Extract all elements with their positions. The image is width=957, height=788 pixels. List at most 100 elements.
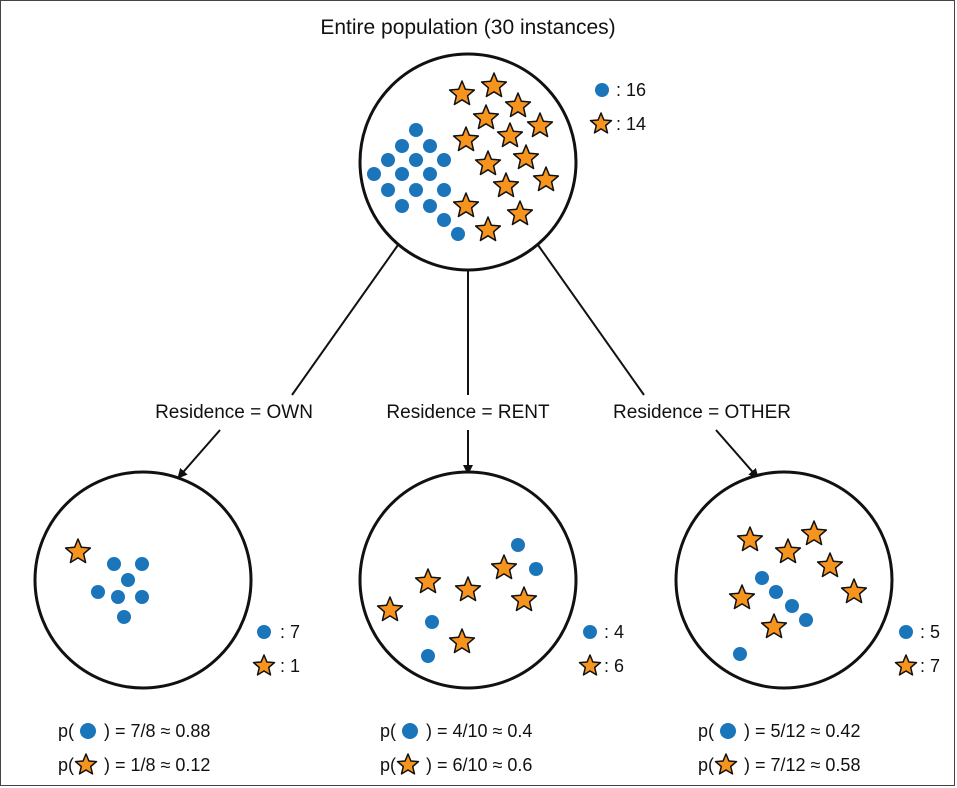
instance-dot (367, 167, 381, 181)
instance-dot (421, 649, 435, 663)
instance-star (510, 586, 538, 612)
instance-dot (107, 557, 121, 571)
instance-star (496, 122, 524, 148)
prob-own-star-icon (74, 753, 98, 775)
instance-star (490, 554, 518, 580)
instance-dot (511, 538, 525, 552)
rent-legend-dot (583, 625, 597, 639)
rent-legend-star (578, 654, 602, 676)
root-node (358, 52, 578, 272)
star-icon (396, 753, 420, 775)
instance-star (376, 596, 404, 622)
root-node-instances (367, 72, 560, 242)
instance-star (736, 526, 764, 552)
child-node-own-circle (33, 470, 253, 690)
prob-other-star-prefix: p( (698, 755, 714, 775)
edge-label-other: Residence = OTHER (613, 402, 791, 423)
root-legend-dot (595, 83, 609, 97)
edge-label-own: Residence = OWN (155, 402, 313, 423)
prob-rent-dot-icon (402, 723, 418, 739)
probabilities-own: p( ) = 7/8 ≈ 0.88 p( ) = 1/8 ≈ 0.12 (58, 721, 210, 775)
instance-dot (423, 167, 437, 181)
instance-dot (799, 613, 813, 627)
instance-dot (91, 585, 105, 599)
prob-rent-star-prefix: p( (380, 755, 396, 775)
instance-star (492, 172, 520, 198)
instance-dot (135, 557, 149, 571)
child-node-other-circle (674, 470, 894, 690)
instance-star (728, 584, 756, 610)
instance-star (452, 192, 480, 218)
child-node-own-instances (64, 538, 149, 624)
probabilities-other: p( ) = 5/12 ≈ 0.42 p( ) = 7/12 ≈ 0.58 (698, 721, 860, 775)
instance-dot (381, 153, 395, 167)
instance-star (512, 144, 540, 170)
other-dot-count: : 5 (920, 622, 940, 642)
instance-dot (437, 213, 451, 227)
star-icon (578, 654, 602, 676)
root-legend: : 16 : 14 (589, 80, 646, 134)
instance-star (840, 578, 868, 604)
instance-star (506, 200, 534, 226)
instance-dot (423, 139, 437, 153)
edge-root-other (537, 244, 645, 396)
rent-star-count: : 6 (604, 656, 624, 676)
instance-dot (121, 573, 135, 587)
instance-star (414, 568, 442, 594)
root-legend-star (589, 112, 613, 134)
probabilities-rent: p( ) = 4/10 ≈ 0.4 p( ) = 6/10 ≈ 0.6 (380, 721, 532, 775)
prob-other-dot-value: ) = 5/12 ≈ 0.42 (744, 721, 860, 741)
instance-star (472, 104, 500, 130)
instance-star (448, 80, 476, 106)
prob-rent-dot-value: ) = 4/10 ≈ 0.4 (426, 721, 532, 741)
prob-own-dot-prefix: p( (58, 721, 74, 741)
instance-dot (423, 199, 437, 213)
child-node-other-instances (728, 520, 868, 661)
arrow-other (715, 429, 759, 479)
tree-edges (177, 244, 759, 479)
prob-own-dot-icon (80, 723, 96, 739)
instance-star (64, 538, 92, 564)
other-star-count: : 7 (920, 656, 940, 676)
prob-rent-star-icon (396, 753, 420, 775)
instance-dot (395, 199, 409, 213)
child-node-rent-instances (376, 538, 543, 663)
star-icon (74, 753, 98, 775)
arrow-own (177, 429, 221, 479)
instance-dot (437, 183, 451, 197)
instance-star (774, 538, 802, 564)
star-icon (714, 753, 738, 775)
instance-dot (111, 590, 125, 604)
diagram-title: Entire population (30 instances) (320, 16, 615, 39)
prob-other-star-value: ) = 7/12 ≈ 0.58 (744, 755, 860, 775)
prob-other-dot-prefix: p( (698, 721, 714, 741)
instance-dot (409, 153, 423, 167)
instance-star (800, 520, 828, 546)
star-icon (894, 654, 918, 676)
edge-root-own (291, 244, 399, 396)
instance-dot (529, 562, 543, 576)
instance-dot (425, 615, 439, 629)
instance-star (760, 613, 788, 639)
instance-star (452, 126, 480, 152)
instance-dot (437, 153, 451, 167)
child-node-rent: : 4 : 6 (358, 470, 624, 690)
prob-rent-star-value: ) = 6/10 ≈ 0.6 (426, 755, 532, 775)
child-node-own: : 7 : 1 (33, 470, 300, 690)
instance-dot (381, 183, 395, 197)
instance-dot (785, 599, 799, 613)
instance-dot (395, 139, 409, 153)
instance-star (454, 576, 482, 602)
instance-star (816, 552, 844, 578)
root-dot-count: : 16 (616, 80, 646, 100)
child-node-other: : 5 : 7 (674, 470, 940, 690)
rent-dot-count: : 4 (604, 622, 624, 642)
instance-star (448, 628, 476, 654)
star-icon (252, 654, 276, 676)
instance-dot (409, 123, 423, 137)
star-icon (589, 112, 613, 134)
own-legend-dot (257, 625, 271, 639)
instance-dot (135, 590, 149, 604)
